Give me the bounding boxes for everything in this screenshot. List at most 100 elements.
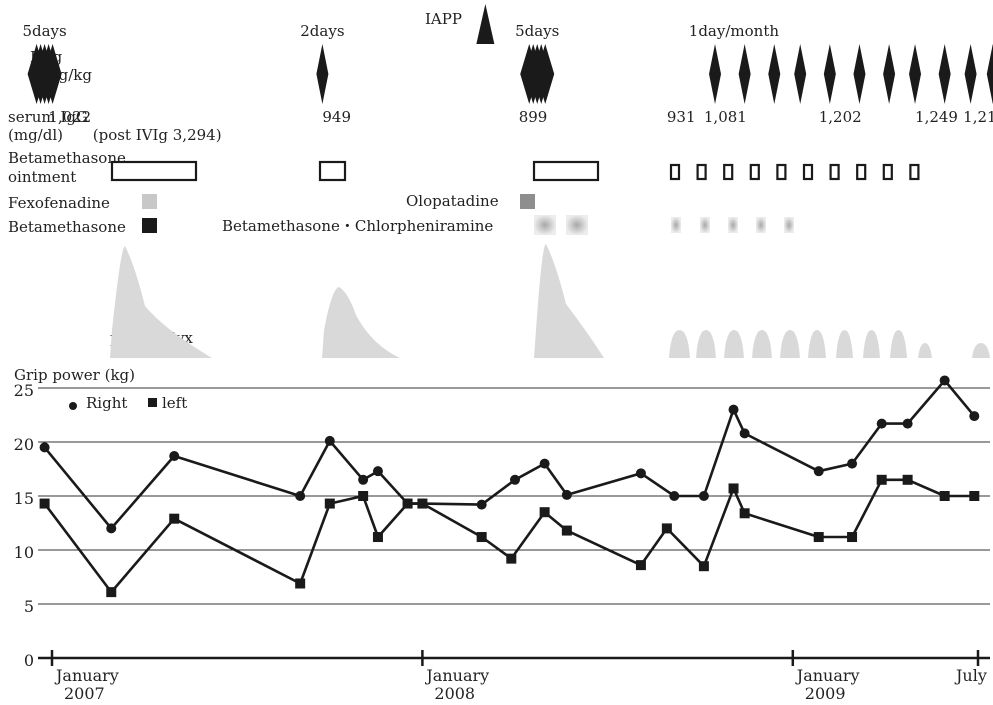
iapp-triangle bbox=[476, 4, 495, 44]
data-point-left bbox=[372, 532, 383, 543]
betamethasone-chlorpheniramine-marker bbox=[700, 217, 710, 233]
pompholyx-episode bbox=[918, 343, 932, 358]
fexofenadine-marker bbox=[142, 194, 157, 209]
betamethasone-chlorpheniramine-marker bbox=[671, 217, 681, 233]
ivig-monthly-diamond bbox=[938, 44, 951, 104]
pompholyx-episode bbox=[752, 330, 772, 358]
igg-value: 1,202 bbox=[819, 108, 862, 126]
data-point-right bbox=[739, 428, 750, 439]
data-point-left bbox=[902, 474, 913, 485]
series-line-right bbox=[43, 379, 976, 530]
y-tick-label: 15 bbox=[14, 489, 34, 508]
data-point-left bbox=[847, 532, 858, 543]
data-point-right bbox=[372, 466, 383, 477]
ivig-monthly-diamond bbox=[883, 44, 896, 104]
data-point-left bbox=[169, 513, 180, 524]
ointment-box-monthly bbox=[909, 163, 920, 181]
data-point-left bbox=[698, 561, 709, 572]
data-point-right bbox=[902, 418, 913, 429]
data-point-right bbox=[813, 466, 824, 477]
data-point-right bbox=[561, 489, 572, 500]
data-point-left bbox=[969, 491, 980, 501]
data-point-right bbox=[698, 491, 709, 501]
igg-value: 931 bbox=[667, 108, 696, 126]
data-point-left bbox=[39, 498, 50, 509]
betamethasone-ointment-label-1: Betamethasone bbox=[8, 149, 126, 167]
pompholyx-episode bbox=[724, 330, 744, 358]
ointment-box-monthly bbox=[856, 163, 867, 181]
data-point-left bbox=[402, 498, 413, 509]
data-point-right bbox=[169, 451, 180, 462]
ointment-box-monthly bbox=[802, 163, 814, 181]
ointment-box bbox=[110, 160, 198, 182]
igg-label-1: serum IgG bbox=[8, 108, 88, 126]
data-point-left bbox=[476, 532, 487, 543]
ivig-dose-diamond bbox=[316, 44, 329, 104]
legend-right-marker bbox=[69, 402, 77, 410]
data-point-left bbox=[635, 560, 646, 571]
betamethasone-chlorpheniramine-marker bbox=[784, 217, 794, 233]
pompholyx-episode bbox=[780, 330, 800, 358]
data-point-left bbox=[939, 491, 950, 501]
data-point-left bbox=[417, 498, 428, 509]
pompholyx-episode bbox=[696, 330, 716, 358]
x-tick-sublabel: 2007 bbox=[64, 684, 105, 703]
fexofenadine-label: Fexofenadine bbox=[8, 194, 110, 212]
ointment-box-monthly bbox=[723, 163, 734, 181]
ivig-monthly-diamond bbox=[964, 44, 977, 104]
data-point-right bbox=[847, 458, 858, 469]
ointment-box-monthly bbox=[749, 163, 760, 181]
igg-value: 949 bbox=[322, 108, 351, 126]
data-point-right bbox=[295, 491, 306, 501]
iapp-label: IAPP bbox=[425, 10, 462, 28]
pompholyx-episode bbox=[110, 246, 212, 358]
data-point-right bbox=[539, 458, 550, 469]
ointment-box-monthly bbox=[829, 163, 840, 181]
data-point-left bbox=[506, 553, 517, 564]
y-tick-label: 20 bbox=[14, 435, 34, 454]
legend-left-label: left bbox=[162, 394, 187, 412]
x-tick-label: January bbox=[54, 666, 119, 685]
pompholyx-episode bbox=[863, 330, 880, 358]
ivig-monthly-diamond bbox=[794, 44, 807, 104]
y-tick-label: 0 bbox=[24, 651, 34, 670]
betamethasone-chlorpheniramine-marker bbox=[728, 217, 738, 233]
data-point-left bbox=[324, 498, 335, 509]
data-point-left bbox=[539, 507, 550, 518]
y-axis-label: Grip power (kg) bbox=[14, 366, 135, 384]
data-point-left bbox=[876, 474, 887, 485]
olopatadine-marker bbox=[520, 194, 535, 209]
data-point-right bbox=[106, 523, 117, 534]
data-point-left bbox=[739, 508, 750, 519]
ivig-course-label: 5days bbox=[22, 22, 66, 40]
x-tick-label: January bbox=[795, 666, 860, 685]
pompholyx-episode bbox=[808, 330, 826, 358]
ointment-box bbox=[532, 160, 600, 182]
ivig-dose-diamond bbox=[43, 44, 62, 104]
betamethasone-ointment-label-2: ointment bbox=[8, 168, 76, 186]
betamethasone-label: Betamethasone bbox=[8, 218, 126, 236]
ivig-monthly-diamond bbox=[823, 44, 836, 104]
data-point-right bbox=[324, 435, 335, 446]
data-point-right bbox=[635, 468, 646, 479]
pompholyx-episode bbox=[322, 287, 400, 358]
data-point-left bbox=[561, 525, 572, 536]
ointment-box-monthly bbox=[669, 163, 681, 181]
igg-value: 1,022 bbox=[48, 108, 91, 126]
ivig-monthly-diamond bbox=[909, 44, 922, 104]
y-tick-label: 25 bbox=[14, 381, 34, 400]
data-point-right bbox=[939, 375, 950, 386]
legend-left-marker bbox=[148, 398, 157, 407]
ivig-monthly-diamond bbox=[768, 44, 781, 104]
data-point-left bbox=[106, 587, 117, 598]
data-point-right bbox=[39, 442, 50, 453]
betamethasone-chlorpheniramine-marker bbox=[566, 215, 588, 235]
ivig-course-label: 1day/month bbox=[689, 22, 780, 40]
ivig-dose-diamond bbox=[536, 44, 555, 104]
ointment-box bbox=[318, 160, 347, 182]
data-point-left bbox=[813, 532, 824, 543]
data-point-left bbox=[728, 483, 739, 494]
betamethasone-marker bbox=[142, 218, 157, 233]
data-point-right bbox=[728, 404, 739, 415]
ivig-monthly-diamond bbox=[853, 44, 866, 104]
